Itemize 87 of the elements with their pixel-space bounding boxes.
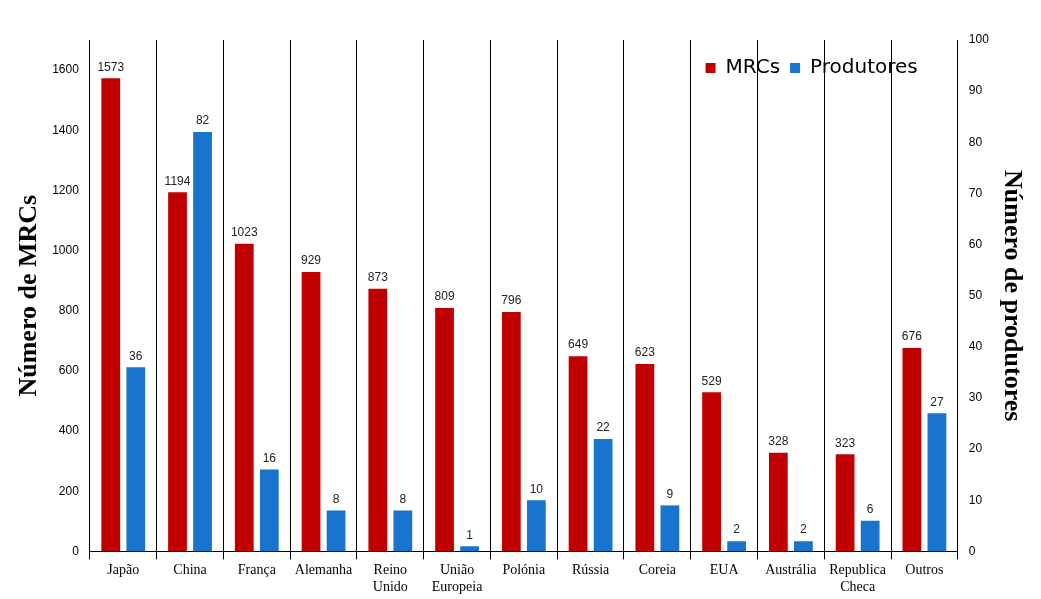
bar — [460, 546, 479, 552]
bar — [768, 452, 788, 552]
data-label: 36 — [129, 348, 143, 363]
bar — [702, 392, 721, 552]
data-label: 16 — [262, 450, 277, 465]
data-label: 623 — [634, 345, 656, 360]
data-label: 10 — [529, 481, 544, 496]
y2-tick-label: 40 — [968, 339, 983, 354]
bar — [368, 288, 388, 552]
data-label: 27 — [930, 394, 944, 409]
x-tick-label: Japão — [107, 562, 140, 578]
bar — [326, 510, 346, 552]
y2-tick-label: 30 — [968, 390, 983, 405]
x-tick-label: Republica Checa — [829, 562, 887, 595]
bar — [593, 438, 613, 552]
y-tick-label: 200 — [58, 483, 80, 498]
y-axis-title: Número de MRCs — [13, 194, 43, 397]
bar — [526, 500, 546, 552]
bar — [435, 308, 454, 552]
y2-tick-label: 50 — [968, 288, 983, 303]
bar — [168, 192, 187, 552]
bar — [860, 520, 880, 552]
x-tick-label: Reino Unido — [372, 562, 408, 595]
y2-tick-label: 70 — [968, 185, 983, 200]
bar — [193, 132, 212, 552]
x-tick-label: União Europeia — [431, 562, 484, 595]
bar — [835, 454, 855, 552]
data-label: 1 — [466, 527, 474, 542]
y-tick-label: 0 — [72, 543, 80, 558]
y2-axis-title: Número de produtores — [998, 170, 1028, 422]
bar — [902, 348, 922, 552]
x-tick-label: China — [173, 562, 208, 578]
data-label: 22 — [596, 420, 611, 435]
y2-tick-label: 90 — [968, 83, 983, 98]
bar — [126, 367, 146, 552]
data-label: 328 — [768, 434, 789, 449]
data-label: 2 — [733, 522, 741, 537]
bar — [727, 541, 747, 552]
data-label: 649 — [568, 337, 589, 352]
data-label: 323 — [835, 435, 856, 450]
data-label: 1194 — [164, 173, 191, 188]
bar — [234, 243, 254, 552]
data-label: 2 — [800, 522, 808, 537]
x-tick-label: Coreia — [638, 562, 677, 578]
y2-tick-label: 100 — [968, 32, 990, 47]
x-tick-label: Polónia — [502, 562, 547, 578]
bar — [393, 510, 413, 552]
y-tick-label: 1200 — [52, 182, 80, 197]
bar — [501, 311, 521, 552]
data-label: 676 — [901, 329, 923, 344]
x-tick-label: França — [237, 562, 277, 578]
data-label: 1573 — [97, 59, 125, 74]
bar — [794, 541, 813, 552]
bar — [101, 78, 121, 552]
y2-tick-label: 0 — [968, 543, 976, 558]
x-tick-label: Austrália — [765, 562, 818, 578]
y-tick-label: 400 — [58, 423, 80, 438]
data-label: 929 — [301, 253, 322, 268]
x-tick-label: Outros — [905, 562, 944, 578]
y2-tick-label: 20 — [968, 441, 983, 456]
y-tick-label: 600 — [58, 363, 80, 378]
data-label: 529 — [701, 373, 722, 388]
bar — [927, 413, 947, 552]
bar — [568, 356, 588, 552]
x-tick-label: Alemanha — [294, 562, 354, 578]
data-label: 796 — [501, 293, 522, 308]
y-tick-label: 800 — [58, 303, 80, 318]
y-tick-label: 1400 — [52, 122, 80, 137]
x-tick-label: Rússia — [571, 562, 611, 578]
bar — [635, 363, 655, 552]
data-label: 873 — [367, 270, 389, 285]
y2-tick-label: 10 — [968, 492, 983, 507]
data-label: 1023 — [230, 224, 258, 239]
data-label: 6 — [866, 502, 874, 517]
data-label: 809 — [434, 289, 455, 304]
data-label: 8 — [332, 491, 340, 506]
bar — [301, 271, 321, 552]
bar — [259, 469, 279, 552]
bar — [660, 505, 680, 552]
data-label: 9 — [666, 486, 674, 501]
y-tick-label: 1600 — [52, 62, 80, 77]
y2-tick-label: 60 — [968, 236, 983, 251]
x-tick-label: EUA — [709, 562, 740, 578]
data-label: 82 — [195, 113, 210, 128]
y-tick-label: 1000 — [52, 242, 80, 257]
y2-tick-label: 80 — [968, 134, 983, 149]
data-label: 8 — [399, 491, 407, 506]
